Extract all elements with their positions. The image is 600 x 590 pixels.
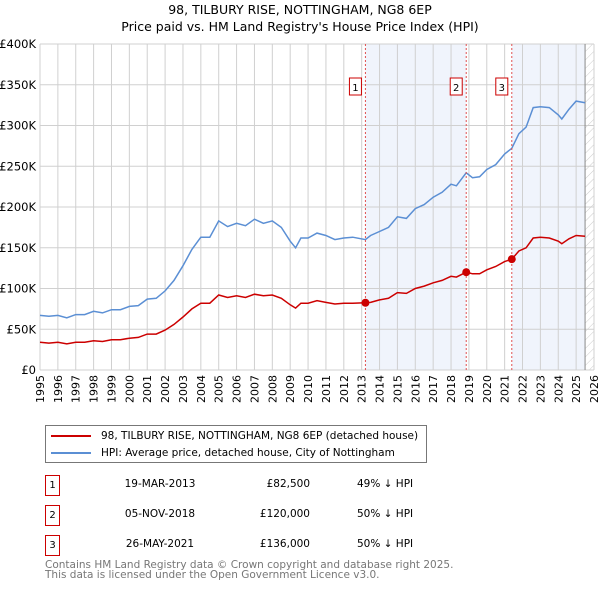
y-tick-label: £200K: [0, 200, 36, 214]
x-tick-label: 1997: [70, 375, 83, 403]
sale-label-box: [449, 77, 463, 96]
transaction-badge: 2: [45, 505, 60, 526]
blue-line-swatch: [51, 452, 91, 454]
sale-point: [361, 298, 370, 307]
price-chart: 1995 1996 1997 1998 1999 2000 2001 2002 2003 2004…: [0, 37, 600, 403]
transaction-price: £136,000: [259, 538, 310, 550]
x-tick-label: 2017: [427, 375, 440, 403]
chart-subtitle: Price paid vs. HM Land Registry's House …: [121, 19, 479, 34]
transaction-row: 3 26-MAY-2021 £136,000 50% ↓ HPI: [45, 535, 445, 556]
legend-item-property: 98, TILBURY RISE, NOTTINGHAM, NG8 6EP (d…: [51, 428, 418, 444]
transaction-row: 2 05-NOV-2018 £120,000 50% ↓ HPI: [45, 505, 445, 526]
x-tick-label: 2016: [409, 375, 422, 403]
sale-label-box: [495, 77, 509, 96]
sale-label: 1: [352, 83, 358, 94]
y-tick-label: £50K: [7, 322, 37, 336]
sale-point: [507, 255, 516, 264]
y-tick-label: £100K: [0, 282, 36, 296]
transaction-date: 19-MAR-2013: [124, 478, 196, 490]
x-tick-label: 2003: [177, 375, 190, 403]
x-tick-label: 2014: [374, 375, 387, 403]
x-tick-label: 2008: [266, 375, 279, 403]
x-tick-label: 2002: [159, 375, 172, 403]
legend: 98, TILBURY RISE, NOTTINGHAM, NG8 6EP (d…: [45, 425, 427, 463]
legend-label: 98, TILBURY RISE, NOTTINGHAM, NG8 6EP (d…: [101, 430, 419, 442]
legend-item-hpi: HPI: Average price, detached house, City…: [51, 445, 395, 461]
x-tick-label: 2024: [552, 375, 565, 403]
transaction-price: £82,500: [266, 478, 310, 490]
x-tick-label: 2018: [445, 375, 458, 403]
x-tick-label: 1995: [34, 375, 47, 403]
transaction-badge: 3: [45, 535, 60, 556]
transaction-hpi: 50% ↓ HPI: [357, 508, 414, 520]
x-tick-label: 2021: [499, 375, 512, 403]
sale-label: 3: [499, 83, 505, 94]
sale-label: 2: [453, 83, 459, 94]
red-line-swatch: [51, 435, 91, 437]
x-tick-label: 2006: [231, 375, 244, 403]
hpi-line: [39, 100, 586, 319]
x-tick-label: 2011: [320, 375, 333, 403]
chart-title: 98, TILBURY RISE, NOTTINGHAM, NG8 6EP: [168, 2, 432, 17]
y-tick-label: £250K: [0, 159, 36, 173]
transaction-date: 26-MAY-2021: [125, 538, 195, 550]
footer: Contains HM Land Registry data © Crown c…: [45, 559, 454, 581]
x-tick-label: 1996: [52, 375, 65, 403]
sale-point: [462, 268, 471, 277]
transaction-row: 1 19-MAR-2013 £82,500 49% ↓ HPI: [45, 475, 445, 496]
x-tick-label: 2005: [213, 375, 226, 403]
property-price-line: [39, 234, 586, 345]
footer-licence: This data is licensed under the Open Gov…: [45, 569, 380, 581]
transaction-hpi: 49% ↓ HPI: [357, 478, 414, 490]
transaction-date: 05-NOV-2018: [124, 508, 196, 520]
x-tick-label: 2025: [570, 375, 583, 403]
x-tick-label: 2026: [588, 375, 600, 403]
x-tick-label: 2019: [463, 375, 476, 403]
x-tick-label: 2022: [517, 375, 530, 403]
x-tick-label: 2015: [391, 375, 404, 403]
x-tick-label: 2000: [123, 375, 136, 403]
sale-label-box: [348, 77, 362, 96]
x-tick-label: 2009: [284, 375, 297, 403]
x-tick-label: 2001: [141, 375, 154, 403]
x-tick-label: 1999: [105, 375, 118, 403]
x-tick-label: 2007: [248, 375, 261, 403]
footer-copyright: Contains HM Land Registry data © Crown c…: [45, 559, 454, 571]
y-tick-label: £150K: [0, 241, 36, 255]
transaction-hpi: 50% ↓ HPI: [357, 538, 414, 550]
x-tick-label: 2013: [356, 375, 369, 403]
x-tick-label: 2020: [481, 375, 494, 403]
x-tick-label: 2004: [195, 375, 208, 403]
x-tick-label: 2010: [302, 375, 315, 403]
y-tick-label: £350K: [0, 78, 36, 92]
legend-label: HPI: Average price, detached house, City…: [101, 447, 395, 459]
x-tick-label: 2023: [534, 375, 547, 403]
y-tick-label: £0: [21, 363, 36, 377]
x-tick-label: 2012: [338, 375, 351, 403]
transaction-price: £120,000: [259, 508, 310, 520]
transaction-badge: 1: [45, 475, 60, 496]
x-tick-label: 1998: [88, 375, 101, 403]
y-tick-label: £300K: [0, 119, 36, 133]
y-tick-label: £400K: [0, 37, 36, 51]
